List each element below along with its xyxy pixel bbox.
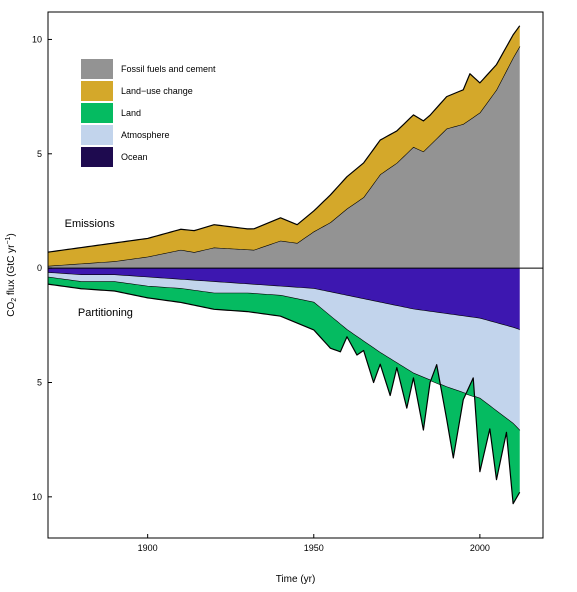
x-tick-label: 1900 <box>138 543 158 553</box>
boundary-land <box>47 283 521 505</box>
legend-swatch <box>81 81 113 101</box>
plot-frame <box>47 11 544 539</box>
annotation-emissions: Emissions <box>65 218 116 230</box>
y-axis-label: CO2 flux (GtC yr−1) <box>5 233 18 317</box>
legend: Fossil fuels and cement Land−use change La… <box>81 59 216 167</box>
annotations: Emissions Partitioning <box>65 218 133 319</box>
legend-label: Atmosphere <box>121 130 170 140</box>
x-axis-label: Time (yr) <box>276 574 316 585</box>
x-tick-label: 2000 <box>470 543 490 553</box>
legend-label: Land−use change <box>121 86 193 96</box>
area-land <box>48 277 520 504</box>
boundary-land-use-change <box>47 25 521 253</box>
y-label-superscript: −1 <box>5 236 12 244</box>
legend-swatch <box>81 147 113 167</box>
legend-swatch <box>81 103 113 123</box>
y-label-part: CO <box>6 302 17 317</box>
y-tick-label: 0 <box>37 263 42 273</box>
y-label-part: ) <box>6 233 17 236</box>
y-tick-label: 5 <box>37 377 42 387</box>
x-tick-label: 1950 <box>304 543 324 553</box>
y-tick-label: 5 <box>37 149 42 159</box>
y-axis: 10 5 0 5 10 <box>32 34 52 502</box>
legend-label: Fossil fuels and cement <box>121 64 216 74</box>
legend-label: Ocean <box>121 152 148 162</box>
legend-label: Land <box>121 108 141 118</box>
legend-swatch <box>81 59 113 79</box>
plot-areas <box>47 25 521 505</box>
area-fossil-fuels-and-cement <box>48 46 520 269</box>
y-label-part: flux (GtC yr <box>6 244 17 298</box>
annotation-partitioning: Partitioning <box>78 307 133 319</box>
y-tick-label: 10 <box>32 34 42 44</box>
x-axis: 1900 1950 2000 <box>138 534 490 553</box>
area-ocean <box>48 268 520 330</box>
legend-swatch <box>81 125 113 145</box>
area-land-use-change <box>48 25 520 266</box>
area-atmosphere <box>48 272 520 431</box>
y-tick-label: 10 <box>32 492 42 502</box>
y-label-subscript: 2 <box>11 298 18 302</box>
